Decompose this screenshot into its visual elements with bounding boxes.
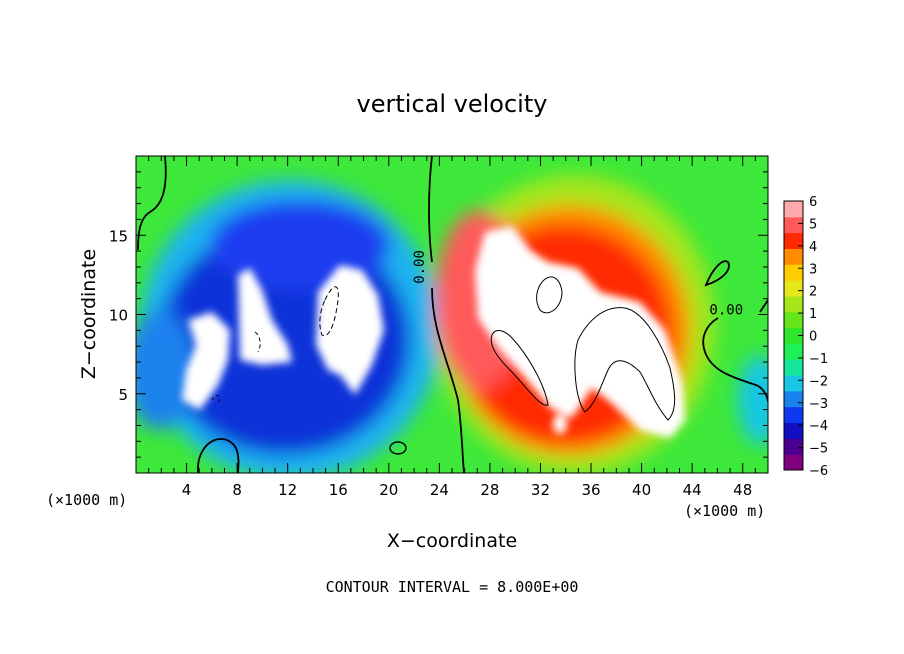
colorbar-tick-label: −2 — [809, 374, 828, 389]
colorbar-swatch — [784, 327, 803, 344]
colorbar-swatch — [784, 295, 803, 313]
colorbar-swatch — [784, 264, 803, 281]
x-tick-label: 16 — [329, 481, 348, 499]
downdraft-contour-c — [211, 394, 220, 406]
x-tick-label: 20 — [379, 481, 398, 499]
y-unit-label: (×1000 m) — [46, 491, 127, 509]
zero-contour-small-loop — [389, 441, 407, 455]
x-unit-label: (×1000 m) — [684, 502, 765, 520]
colorbar-tick-label: 5 — [809, 217, 817, 232]
colorbar-swatch — [784, 248, 803, 265]
colorbar-tick-label: 0 — [809, 330, 817, 345]
downdraft-core-3 — [316, 265, 384, 395]
zero-contour-middle — [428, 156, 465, 473]
saturated-regions — [182, 226, 685, 438]
x-tick-label: 48 — [733, 481, 752, 499]
chart-title: vertical velocity — [357, 90, 548, 118]
colorbar-swatch — [784, 359, 803, 376]
colorbar-swatch — [784, 438, 803, 455]
zero-contour-loop — [704, 260, 730, 287]
colorbar-swatch — [784, 216, 803, 234]
plot-area: 0.00 0.00 — [136, 156, 768, 473]
colorbar-tick-label: 3 — [809, 262, 817, 277]
contour-label: 0.00 — [709, 303, 743, 319]
downdraft-contour-a — [319, 286, 339, 337]
colorbar-tick-label: 6 — [809, 195, 817, 210]
colorbar-swatch — [784, 422, 803, 439]
downdraft-core-1 — [182, 312, 230, 410]
y-axis: 5 10 15 — [109, 171, 768, 458]
x-tick-label: 28 — [480, 481, 499, 499]
colorbar-tick-label: −4 — [809, 419, 828, 434]
colorbar-swatch — [784, 375, 803, 392]
colorbar-swatch — [784, 454, 803, 471]
colorbar-swatch — [784, 280, 803, 297]
x-tick-label: 32 — [531, 481, 550, 499]
updraft-contour-small — [197, 437, 240, 473]
downdraft-contour-b — [254, 331, 261, 353]
x-tick-label: 44 — [683, 481, 702, 499]
zero-contour-right — [702, 299, 768, 403]
colorbar-tick-label: −3 — [809, 397, 828, 412]
y-tick-label: 15 — [109, 227, 128, 245]
colorbar-swatch — [784, 311, 803, 329]
y-axis-label: Z−coordinate — [78, 249, 100, 379]
colorbar-swatch — [784, 390, 803, 408]
x-tick-label: 40 — [632, 481, 651, 499]
updraft-contour-b — [490, 330, 549, 406]
updraft-contour-c — [574, 307, 676, 421]
y-tick-label: 5 — [118, 386, 128, 404]
x-axis-label: X−coordinate — [387, 530, 517, 552]
updraft-core-1 — [475, 226, 685, 438]
x-tick-label: 36 — [581, 481, 600, 499]
x-tick-label: 12 — [278, 481, 297, 499]
colorbar: 6 5 4 3 2 1 0 −1 −2 −3 −4 −5 −6 — [783, 195, 828, 479]
updraft-contour-a — [536, 276, 563, 314]
colorbar-tick-label: 4 — [809, 240, 817, 255]
colorbar-swatch — [784, 406, 803, 424]
downdraft-core-2 — [238, 268, 292, 365]
contour-label: 0.00 — [412, 250, 428, 284]
x-tick-label: 4 — [182, 481, 192, 499]
zero-contour-left — [137, 156, 167, 251]
x-tick-label: 8 — [232, 481, 242, 499]
y-tick-label: 10 — [109, 307, 128, 325]
colorbar-swatch — [784, 201, 803, 218]
contour-label-layer: 0.00 0.00 — [412, 250, 743, 318]
colorbar-swatch — [784, 343, 803, 360]
x-axis: 4 8 12 16 20 24 28 32 36 40 44 48 — [148, 156, 756, 499]
colorbar-tick-label: 2 — [809, 285, 817, 300]
colorbar-tick-label: −1 — [809, 352, 828, 367]
contour-lines — [137, 156, 768, 473]
edge-patch — [738, 355, 768, 445]
contour-interval-note: CONTOUR INTERVAL = 8.000E+00 — [326, 578, 579, 596]
colorbar-tick-label: −6 — [809, 464, 828, 479]
colorbar-swatch — [784, 232, 803, 249]
colorbar-tick-label: −5 — [809, 442, 828, 457]
x-tick-label: 24 — [430, 481, 449, 499]
updraft-core-2 — [553, 414, 567, 434]
downdraft-edge — [136, 310, 195, 430]
colorbar-tick-label: 1 — [809, 307, 817, 322]
